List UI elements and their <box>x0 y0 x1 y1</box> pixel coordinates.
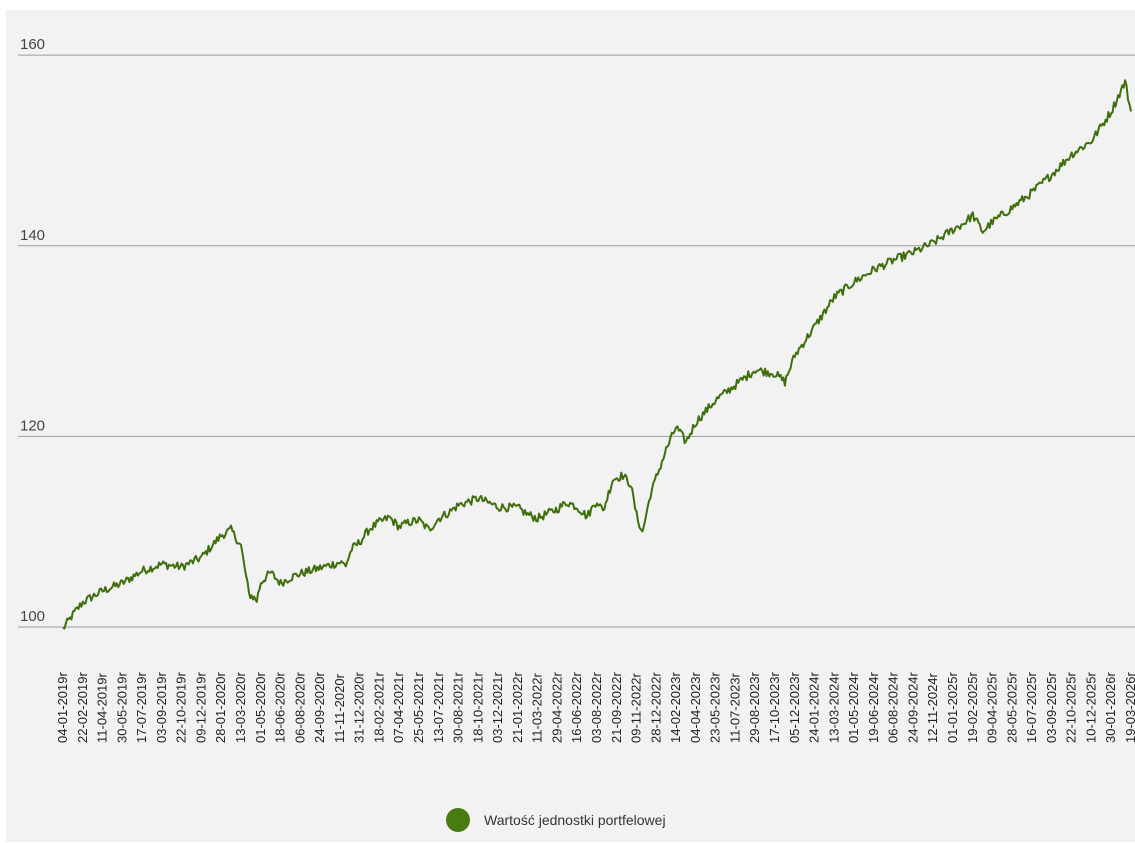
legend-label: Wartość jednostki portfelowej <box>484 812 666 828</box>
x-tick-label: 19-03-2026r <box>1123 672 1135 743</box>
x-tick-label: 06-08-2020r <box>292 672 307 743</box>
chart-panel: 100 120 140 160 04-01-2019r 22-02-2019r 11-04… <box>6 10 1135 842</box>
x-tick-label: 17-07-2019r <box>134 672 149 743</box>
x-tick-label: 10-12-2025r <box>1083 672 1098 743</box>
x-tick-label: 07-04-2021r <box>391 672 406 743</box>
y-tick-label-120: 120 <box>20 417 45 434</box>
x-tick-label: 24-09-2024r <box>905 672 920 743</box>
x-tick-label: 30-01-2026r <box>1103 672 1118 743</box>
x-tick-label: 19-02-2025r <box>965 672 980 743</box>
x-tick-label: 12-11-2024r <box>925 672 940 743</box>
x-tick-label: 03-12-2021r <box>490 672 505 743</box>
x-tick-label: 06-08-2024r <box>886 672 901 743</box>
x-tick-label: 11-03-2022r <box>530 672 545 743</box>
x-tick-label: 03-09-2025r <box>1044 672 1059 743</box>
x-tick-label: 21-09-2022r <box>609 672 624 743</box>
x-tick-label: 25-05-2021r <box>411 672 426 743</box>
x-tick-label: 13-03-2024r <box>826 672 841 743</box>
x-tick-label: 24-09-2020r <box>312 672 327 743</box>
x-tick-label: 24-01-2024r <box>807 672 822 743</box>
x-tick-label: 11-07-2023r <box>727 672 742 743</box>
x-tick-label: 13-03-2020r <box>233 672 248 743</box>
y-tick-label-100: 100 <box>20 608 45 625</box>
x-tick-label: 14-02-2023r <box>668 672 683 743</box>
x-tick-label: 09-04-2025r <box>985 672 1000 743</box>
x-tick-label: 30-08-2021r <box>451 672 466 743</box>
x-tick-label: 01-01-2025r <box>945 672 960 743</box>
series-line-0 <box>62 79 1132 630</box>
x-tick-label: 04-01-2019r <box>55 672 70 743</box>
x-tick-label: 18-06-2020r <box>273 672 288 743</box>
y-tick-label-140: 140 <box>20 227 45 244</box>
x-tick-label: 17-10-2023r <box>767 672 782 743</box>
x-tick-label: 16-07-2025r <box>1024 672 1039 743</box>
x-tick-label: 30-05-2019r <box>114 672 129 743</box>
x-tick-label: 16-06-2022r <box>569 672 584 743</box>
x-tick-label: 22-10-2025r <box>1064 672 1079 743</box>
x-tick-label: 11-04-2019r <box>95 672 110 743</box>
x-tick-label: 19-06-2024r <box>866 672 881 743</box>
legend-swatch-icon <box>446 808 470 832</box>
x-tick-label: 09-11-2022r <box>629 672 644 743</box>
x-tick-label: 11-11-2020r <box>332 673 347 743</box>
x-tick-label: 28-01-2020r <box>213 672 228 743</box>
gridlines <box>18 54 1135 628</box>
x-tick-label: 28-05-2025r <box>1004 672 1019 743</box>
x-tick-label: 29-04-2022r <box>549 672 564 743</box>
x-tick-label: 01-05-2024r <box>846 672 861 743</box>
x-tick-label: 29-08-2023r <box>747 672 762 743</box>
x-tick-label: 05-12-2023r <box>787 672 802 743</box>
x-tick-label: 04-04-2023r <box>688 672 703 743</box>
x-tick-label: 18-10-2021r <box>470 672 485 743</box>
y-axis-tick-labels: 100 120 140 160 <box>20 36 45 625</box>
x-tick-label: 22-10-2019r <box>174 672 189 743</box>
x-tick-label: 18-02-2021r <box>371 672 386 743</box>
y-tick-label-160: 160 <box>20 36 45 53</box>
legend[interactable]: Wartość jednostki portfelowej <box>446 807 666 833</box>
x-tick-label: 03-09-2019r <box>154 672 169 743</box>
x-tick-label: 22-02-2019r <box>75 672 90 743</box>
x-tick-label: 23-05-2023r <box>708 672 723 743</box>
x-axis-tick-labels: 04-01-2019r 22-02-2019r 11-04-2019r 30-05-2… <box>55 672 1135 743</box>
x-tick-label: 09-12-2019r <box>193 672 208 743</box>
x-tick-label: 01-05-2020r <box>253 672 268 743</box>
x-tick-label: 13-07-2021r <box>431 672 446 743</box>
x-tick-label: 31-12-2020r <box>352 672 367 743</box>
series-layer <box>62 79 1132 630</box>
x-tick-label: 03-08-2022r <box>589 672 604 743</box>
x-tick-label: 28-12-2022r <box>648 672 663 743</box>
x-tick-label: 21-01-2022r <box>510 672 525 743</box>
line-chart: 100 120 140 160 04-01-2019r 22-02-2019r 11-04… <box>18 36 1135 743</box>
